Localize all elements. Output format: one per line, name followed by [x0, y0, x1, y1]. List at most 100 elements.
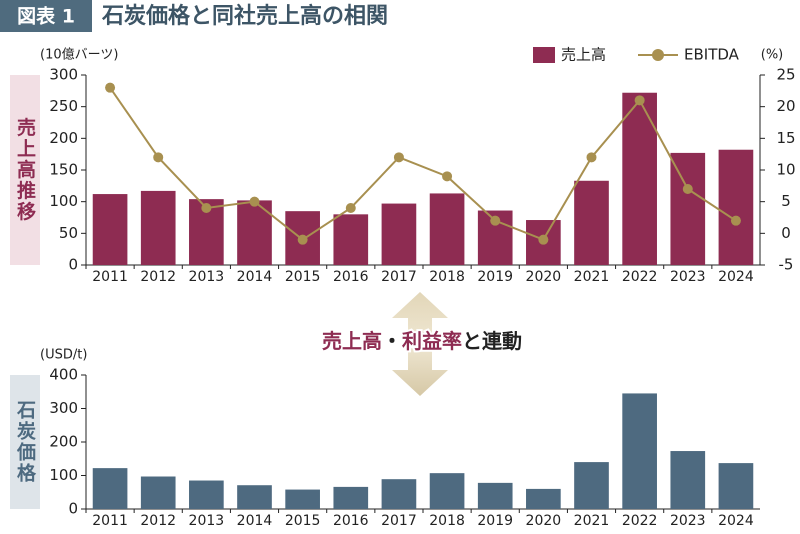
- y2-axis-label: (%): [761, 48, 784, 63]
- y2-tick-label: 0: [781, 224, 791, 242]
- y-tick-label: 150: [49, 161, 78, 179]
- line-point: [153, 152, 164, 163]
- bar: [381, 479, 417, 509]
- annotation: 売上高・利益率と連動: [322, 329, 522, 353]
- x-tick-label: 2021: [574, 513, 610, 529]
- line-point: [297, 234, 308, 245]
- x-tick-label: 2014: [237, 269, 273, 285]
- y-tick-label: 400: [49, 366, 78, 384]
- annotation-part: と連動: [462, 329, 522, 353]
- y-tick-label: 300: [49, 399, 78, 417]
- y-tick-label: 100: [49, 466, 78, 484]
- line-point: [538, 234, 549, 245]
- y-tick-label: 300: [49, 66, 78, 84]
- side-box: [10, 375, 40, 509]
- y2-tick-label: -5: [779, 256, 794, 274]
- annotation-part: 利益率: [402, 329, 462, 353]
- line-point: [105, 82, 116, 93]
- bar: [526, 488, 561, 509]
- x-tick-label: 2024: [718, 269, 754, 285]
- x-tick-label: 2019: [477, 513, 513, 529]
- x-tick-label: 2019: [477, 269, 513, 285]
- bar: [477, 482, 513, 509]
- legend-swatch: [652, 49, 664, 61]
- arrow: [392, 292, 448, 396]
- x-tick-label: 2015: [285, 269, 321, 285]
- bar: [429, 473, 465, 509]
- x-tick-label: 2017: [381, 513, 417, 529]
- line-point: [490, 215, 501, 226]
- x-tick-label: 2018: [429, 513, 465, 529]
- x-tick-label: 2018: [429, 269, 465, 285]
- y-tick-label: 200: [49, 433, 78, 451]
- y-tick-label: 0: [68, 256, 78, 274]
- bar: [574, 462, 609, 509]
- y-tick-label: 200: [49, 129, 78, 147]
- bar: [333, 214, 369, 265]
- bar: [381, 203, 417, 265]
- x-tick-label: 2011: [92, 513, 128, 529]
- y2-tick-label: 20: [776, 97, 795, 115]
- x-tick-label: 2020: [526, 269, 562, 285]
- x-tick-label: 2014: [237, 513, 273, 529]
- side-box: [10, 75, 40, 265]
- side-label: 売上高推移: [14, 116, 36, 222]
- y2-tick-label: 10: [776, 161, 795, 179]
- bar: [670, 152, 706, 265]
- x-tick-label: 2021: [574, 269, 610, 285]
- bar: [140, 190, 176, 265]
- bar: [189, 480, 224, 509]
- line-point: [586, 152, 597, 163]
- legend-label: 売上高: [561, 46, 606, 64]
- line: [109, 87, 737, 241]
- line-point: [393, 152, 404, 163]
- x-tick-label: 2024: [718, 513, 754, 529]
- x-tick-label: 2015: [285, 513, 321, 529]
- y2-tick-label: 5: [781, 192, 791, 210]
- line-point: [682, 184, 693, 194]
- y-tick-label: 100: [49, 192, 78, 210]
- y-tick-label: 50: [59, 224, 78, 242]
- y2-tick-label: 25: [776, 66, 795, 84]
- x-tick-label: 2023: [670, 513, 706, 529]
- header-label: 図表 1: [17, 5, 75, 28]
- line-point: [730, 215, 741, 226]
- line-point: [634, 95, 645, 106]
- x-tick-label: 2011: [92, 269, 128, 285]
- line-point: [442, 171, 453, 182]
- legend-label: EBITDA: [684, 46, 740, 64]
- line-point: [345, 203, 356, 213]
- bar: [92, 468, 128, 509]
- bar: [140, 476, 176, 509]
- x-tick-label: 2022: [622, 513, 658, 529]
- x-tick-label: 2023: [670, 269, 706, 285]
- bar: [622, 92, 657, 265]
- bar: [429, 193, 465, 265]
- bar: [237, 485, 272, 509]
- x-tick-label: 2016: [333, 269, 369, 285]
- bar: [718, 149, 754, 265]
- header-box: [0, 0, 92, 32]
- x-tick-label: 2016: [333, 513, 369, 529]
- bar: [574, 180, 609, 265]
- side-label: 石炭価格: [14, 400, 37, 484]
- x-tick-label: 2022: [622, 269, 658, 285]
- bar: [718, 463, 754, 509]
- bar: [92, 194, 128, 265]
- bar: [285, 489, 320, 509]
- x-tick-label: 2012: [140, 513, 176, 529]
- header-title: 石炭価格と同社売上高の相関: [101, 3, 388, 29]
- annotation-part: ・: [382, 329, 402, 353]
- legend-swatch: [533, 47, 555, 63]
- bar: [622, 393, 657, 509]
- y2-tick-label: 15: [776, 129, 795, 147]
- x-tick-label: 2013: [189, 269, 225, 285]
- annotation-part: 売上高: [322, 329, 382, 353]
- bar: [333, 486, 369, 509]
- x-tick-label: 2012: [140, 269, 176, 285]
- bar: [670, 451, 706, 509]
- line-point: [249, 196, 260, 207]
- x-tick-label: 2017: [381, 269, 417, 285]
- line-point: [201, 203, 212, 213]
